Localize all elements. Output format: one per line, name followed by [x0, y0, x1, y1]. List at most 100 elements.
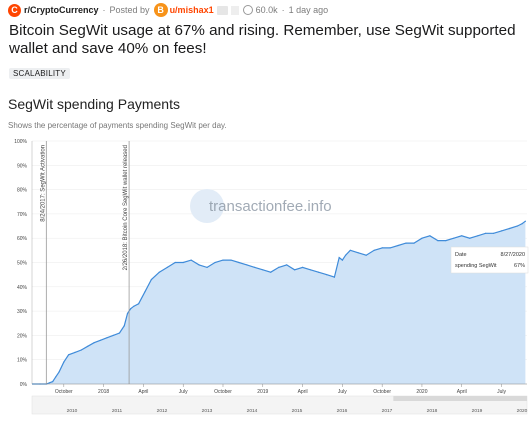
data-point — [254, 266, 256, 268]
data-point — [341, 259, 343, 261]
data-point — [206, 266, 208, 268]
data-point — [317, 271, 320, 273]
tooltip: Date 8/27/2020 spending SegWit 67% — [450, 246, 529, 274]
data-point — [453, 237, 455, 239]
data-point — [445, 240, 447, 242]
navigator-year-label: 2010 — [67, 408, 78, 414]
data-point — [365, 254, 367, 256]
data-point — [500, 230, 503, 232]
data-point — [214, 261, 216, 264]
y-tick-label: 30% — [17, 309, 28, 315]
x-tick-label: July — [179, 389, 188, 395]
posted-by-label: Posted by — [109, 5, 150, 15]
navigator-selection — [393, 396, 527, 401]
x-tick-label: July — [497, 389, 506, 395]
navigator[interactable]: 2010 2011 2012 2013 2014 2015 2016 2017 2018 2019… — [31, 395, 528, 415]
user-avatar[interactable]: B — [153, 3, 168, 17]
data-point — [397, 244, 399, 247]
data-point — [373, 249, 375, 251]
data-point — [106, 337, 108, 339]
data-point — [469, 237, 471, 239]
separator-dot-2: · — [281, 5, 285, 15]
segwit-chart: SegWit spending Payments Shows the perce… — [8, 96, 529, 415]
data-point — [262, 269, 264, 271]
data-point — [138, 303, 140, 305]
data-point — [99, 339, 101, 341]
flair-badge[interactable]: SCALABILITY — [9, 68, 70, 79]
data-point — [133, 305, 135, 307]
x-tick-label: 2020 — [416, 389, 427, 395]
data-point — [238, 261, 240, 264]
data-point — [80, 349, 82, 351]
y-tick-label: 100% — [14, 139, 27, 145]
data-point — [429, 235, 431, 237]
x-tick-label: 2018 — [98, 389, 109, 395]
post-title[interactable]: Bitcoin SegWit usage at 67% and rising. … — [9, 22, 516, 57]
data-point — [63, 361, 65, 363]
x-tick-label: April — [138, 389, 148, 395]
data-point — [521, 223, 523, 225]
navigator-year-label: 2012 — [157, 408, 168, 414]
navigator-year-label: 2016 — [337, 408, 348, 414]
data-point — [286, 264, 288, 266]
tooltip-series-label: spending SegWit — [455, 263, 497, 269]
y-tick-label: 20% — [17, 333, 28, 339]
data-point — [302, 266, 304, 268]
separator-dot: · — [102, 5, 106, 15]
data-point — [68, 354, 70, 356]
y-tick-label: 60% — [17, 236, 28, 242]
subreddit-icon[interactable]: C — [8, 3, 21, 17]
watermark: transactionfee.info — [190, 189, 332, 223]
data-point — [485, 232, 487, 234]
annotation-label: 2/26/2018: Bitcoin Core SegWit wallet re… — [123, 145, 129, 270]
navigator-year-label: 2013 — [202, 408, 213, 414]
username-link[interactable]: u/mishax1 — [169, 5, 214, 15]
area-fill — [32, 221, 526, 384]
data-area — [32, 220, 527, 385]
data-point — [333, 276, 335, 278]
data-point — [93, 342, 95, 344]
data-point — [493, 232, 495, 234]
navigator-year-label: 2019 — [472, 408, 483, 414]
chart-image: SegWit spending Payments Shows the perce… — [0, 88, 532, 421]
x-tick-label: 2019 — [257, 389, 268, 395]
data-point — [126, 312, 129, 315]
data-point — [389, 247, 391, 249]
data-point — [230, 259, 232, 261]
data-point — [325, 274, 328, 276]
y-tick-label: 80% — [17, 188, 28, 194]
subreddit-link[interactable]: r/CryptoCurrency — [24, 5, 99, 15]
data-point — [357, 252, 359, 254]
annotations: 8/24/2017: SegWit Activation 2/26/2018: B… — [40, 141, 130, 384]
navigator-year-label: 2011 — [112, 408, 123, 414]
tooltip-date: 8/27/2020 — [501, 252, 525, 258]
y-axis: 0% 10% 20% 30% 40% 50% 60% 70% 80% 90% 100% — [14, 139, 33, 388]
post-time: 1 day ago — [288, 5, 329, 15]
data-point — [222, 259, 224, 261]
data-point — [270, 271, 272, 273]
karma-count: 60.0k — [255, 5, 278, 15]
data-point — [294, 269, 296, 271]
tooltip-date-label: Date — [455, 252, 467, 258]
watermark-logo-icon — [190, 189, 224, 223]
data-point — [524, 220, 527, 222]
watermark-text: transactionfee.info — [209, 198, 332, 215]
data-point — [144, 291, 146, 293]
data-point — [158, 271, 160, 273]
award-icon — [216, 5, 228, 15]
y-tick-label: 90% — [17, 163, 28, 169]
data-point — [198, 264, 200, 266]
data-point — [516, 225, 519, 227]
navigator-year-label: 2017 — [382, 408, 393, 414]
data-point — [437, 240, 439, 242]
series-line — [32, 220, 526, 385]
x-tick-label: April — [298, 389, 308, 395]
data-point — [48, 382, 51, 384]
data-point — [278, 266, 280, 268]
y-tick-label: 10% — [17, 358, 28, 364]
data-point — [150, 278, 152, 281]
data-point — [309, 269, 312, 271]
navigator-year-label: 2020 — [517, 408, 528, 414]
data-point — [55, 376, 57, 378]
data-point — [87, 345, 89, 347]
